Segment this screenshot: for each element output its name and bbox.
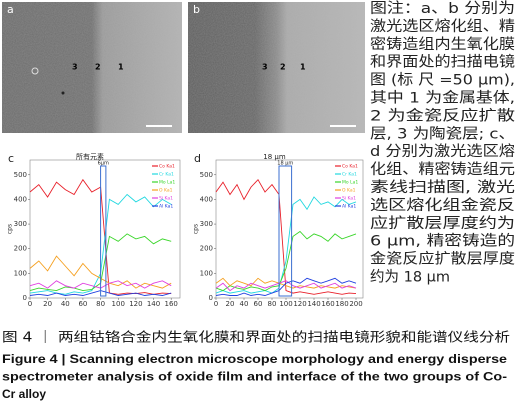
x-tick-label: 120: [293, 300, 306, 308]
x-tick-label: 180: [335, 300, 348, 308]
x-tick-label: 40: [240, 300, 249, 308]
legend-label: O Ka1: [342, 188, 356, 194]
y-axis-label: cps: [193, 224, 200, 234]
annotation-box: [100, 165, 107, 297]
x-tick-label: 100: [112, 300, 125, 308]
y-tick-label: 500: [200, 171, 213, 179]
legend-label: O Ka1: [159, 188, 173, 194]
region-marker: 2: [95, 63, 101, 72]
region-marker: 1: [118, 63, 124, 72]
chart-title: 所有元素: [76, 152, 104, 161]
caption-zh: 图 4 ｜ 两组钴铬合金内生氧化膜和界面处的扫描电镜形貌和能谱仪线分析: [2, 330, 510, 346]
legend-label: Cr Ka1: [159, 172, 174, 178]
note-line: 6 μm, 精密铸造的: [370, 233, 515, 250]
legend-label: Si Ka1: [342, 196, 356, 202]
x-tick-label: 20: [43, 300, 52, 308]
x-tick-label: 0: [214, 300, 218, 308]
series-line: [215, 280, 357, 292]
legend-label: Mo La1: [342, 180, 358, 186]
series-line: [215, 277, 357, 289]
panel-label: c: [8, 152, 14, 165]
note-line: d 分别为激光选区熔: [370, 143, 516, 160]
y-tick-label: 400: [200, 195, 213, 203]
x-tick-label: 160: [321, 300, 334, 308]
y-tick-label: 100: [14, 269, 27, 277]
note-line: 2 为金瓷反应扩散: [370, 106, 516, 124]
x-tick-label: 200: [349, 300, 362, 308]
note-line: 选区熔化组金瓷反: [370, 197, 515, 214]
series-line: [215, 196, 357, 294]
note-line: 其中 1 为金属基体,: [370, 90, 515, 107]
note-line: 约为 18 μm: [370, 269, 450, 286]
x-tick-label: 80: [268, 300, 277, 308]
x-tick-label: 20: [226, 300, 235, 308]
series-line: [215, 230, 357, 292]
y-axis-label: cps: [7, 224, 14, 234]
y-tick-label: 300: [200, 220, 213, 228]
plot-area: [215, 159, 364, 299]
x-tick-label: 160: [164, 300, 177, 308]
y-tick-label: 200: [200, 245, 213, 253]
region-marker: 1: [300, 63, 306, 72]
note-line: 层, 3 为陶瓷层; c、: [370, 125, 515, 142]
caption-en: Cr alloy: [2, 387, 46, 401]
plot-area: [29, 159, 181, 299]
panel-label: a: [7, 3, 14, 16]
region-marker: 3: [262, 63, 268, 72]
annotation-label: 18 μm: [277, 161, 293, 167]
series-line: [215, 277, 357, 296]
sem-b: [188, 2, 365, 133]
note-line: 激光选区熔化组、精: [370, 18, 515, 35]
note-line: 和界面处的扫描电镜: [370, 53, 515, 71]
note-line: 图 (标 尺 =50 μm),: [370, 72, 515, 89]
legend-label: Cr Ka1: [342, 172, 357, 178]
x-tick-label: 80: [96, 300, 105, 308]
y-tick-label: 500: [14, 171, 27, 179]
x-tick-label: 60: [254, 300, 263, 308]
note-line: 化组、精密铸造组元: [370, 161, 515, 178]
y-tick-label: 100: [200, 269, 213, 277]
x-tick-label: 60: [78, 300, 87, 308]
region-marker: 2: [280, 63, 286, 72]
chart-title: 18 μm: [263, 153, 286, 161]
note-line: 密铸造组内生氧化膜: [370, 36, 515, 53]
legend-label: Al Ka1: [159, 204, 173, 210]
x-tick-label: 0: [28, 300, 32, 308]
y-tick-label: 200: [14, 245, 27, 253]
panel-label: b: [193, 3, 200, 16]
x-tick-label: 140: [307, 300, 320, 308]
legend-label: Co Ka1: [159, 164, 175, 170]
legend-label: Mo La1: [159, 180, 175, 186]
annotation-label: 6μm: [98, 161, 109, 167]
note-line: 素线扫描图, 激光: [370, 179, 515, 196]
x-tick-label: 140: [147, 300, 160, 308]
x-tick-label: 40: [61, 300, 70, 308]
region-marker: 3: [72, 63, 78, 72]
note-line: 应扩散层厚度约为: [370, 214, 515, 232]
y-tick-label: 300: [14, 220, 27, 228]
series-line: [215, 178, 357, 295]
y-tick-label: 0: [209, 294, 213, 302]
y-tick-label: 400: [14, 195, 27, 203]
y-tick-label: 0: [23, 294, 27, 302]
legend-label: Al Ka1: [342, 204, 356, 210]
x-tick-label: 100: [279, 300, 292, 308]
legend-label: Co Ka1: [342, 164, 358, 170]
note-line: 金瓷反应扩散层厚度: [370, 250, 515, 268]
panel-label: d: [194, 152, 201, 165]
note-line: 图注：a、b 分别为: [370, 0, 515, 17]
caption-en: spectrometer analysis of oxide film and …: [2, 370, 507, 384]
line-chart: c 所有元素 cps 0 100 200 300 400 500 0 20 40 60 80 100 120 1…: [7, 152, 181, 308]
sem-a: [2, 2, 182, 133]
x-tick-label: 120: [129, 300, 142, 308]
caption-en: Figure 4 | Scanning electron microscope …: [2, 352, 507, 366]
annotation-box: [278, 165, 293, 297]
legend-label: Si Ka1: [159, 196, 173, 202]
